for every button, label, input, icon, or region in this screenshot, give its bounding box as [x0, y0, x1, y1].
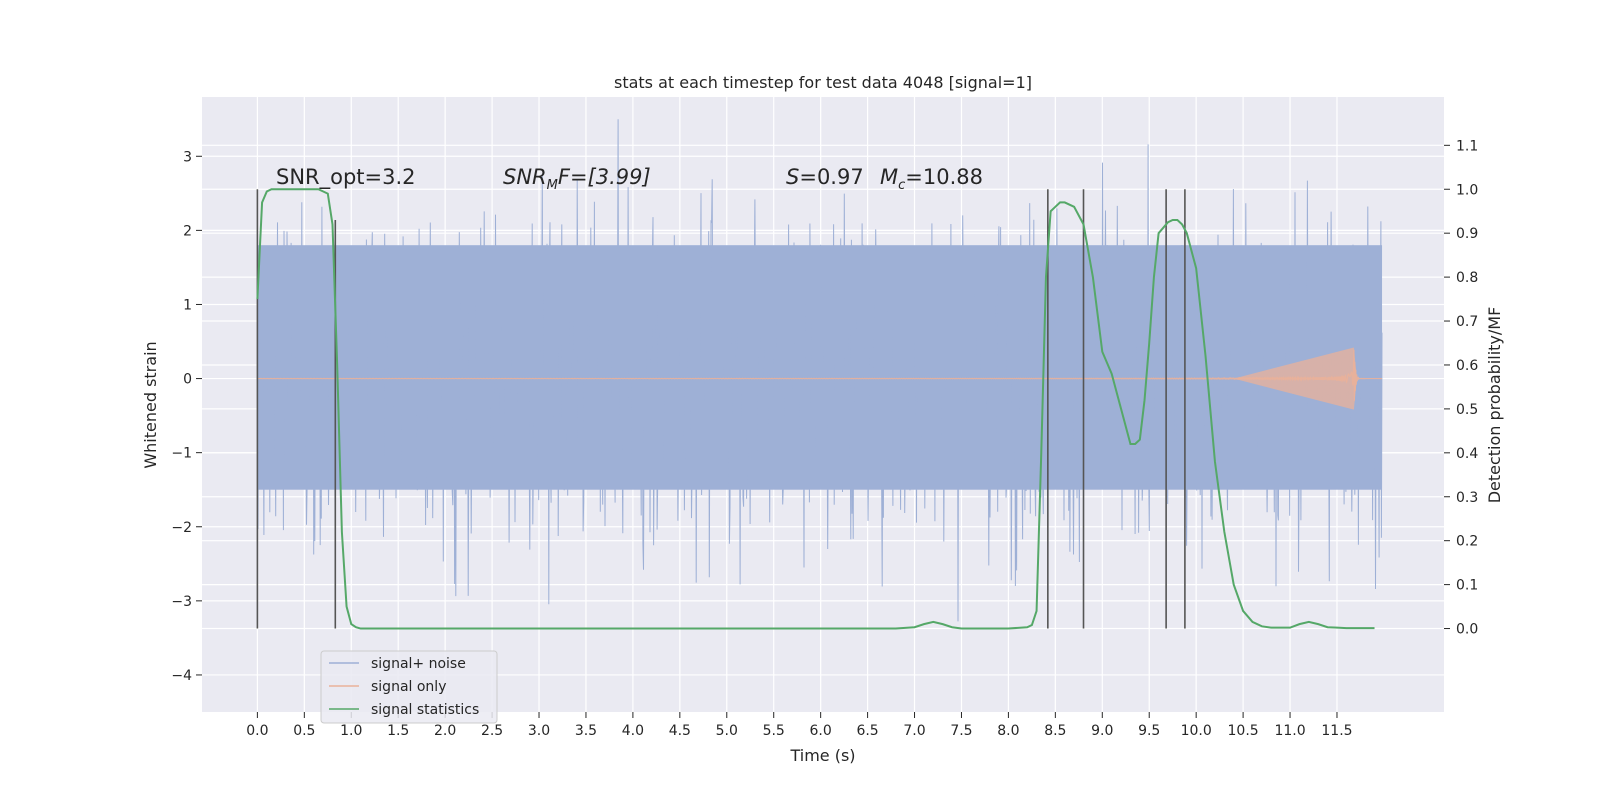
- y-axis-label: Whitened strain: [141, 341, 160, 468]
- x-tick-label: 11.5: [1321, 723, 1352, 739]
- y2-tick-label: 0.8: [1456, 270, 1478, 286]
- noise-trace: [256, 119, 1383, 622]
- x-tick-label: 11.0: [1274, 723, 1305, 739]
- y-tick-label: −4: [171, 668, 192, 684]
- y2-tick-label: 1.0: [1456, 182, 1478, 198]
- legend-label-signal-only: signal only: [371, 679, 446, 695]
- y-tick-label: 0: [183, 372, 192, 388]
- x-tick-label: 8.5: [1044, 723, 1066, 739]
- chart-title: stats at each timestep for test data 404…: [614, 73, 1032, 92]
- y-tick-label: 3: [183, 149, 192, 165]
- y2-tick-label: 0.5: [1456, 402, 1478, 418]
- y-tick-label: 1: [183, 297, 192, 313]
- y-tick-labels: 3 2 1 0 −1 −2 −3 −4: [171, 149, 202, 684]
- signal-only-trace: [257, 349, 1383, 401]
- x-tick-label: 5.5: [763, 723, 785, 739]
- legend-box: [320, 650, 498, 724]
- x-tick-label: 2.5: [481, 723, 503, 739]
- signal-only-envelope: [1233, 347, 1357, 410]
- y2-tick-label: 0.3: [1456, 490, 1478, 506]
- y-tick-label: −3: [171, 594, 192, 610]
- x-tick-label: 9.5: [1138, 723, 1160, 739]
- annotation-mc: Mc=10.88: [880, 165, 983, 193]
- y2-tick-label: 0.2: [1456, 534, 1478, 550]
- x-tick-label: 10.0: [1181, 723, 1212, 739]
- x-tick-label: 9.0: [1091, 723, 1113, 739]
- x-tick-label: 10.5: [1228, 723, 1259, 739]
- y2-tick-labels: 1.1 1.0 0.9 0.8 0.7 0.6 0.5 0.4 0.3 0.2 0.1 0.0: [1444, 138, 1478, 638]
- x-axis-label: Time (s): [789, 746, 855, 765]
- x-tick-label: 6.0: [810, 723, 832, 739]
- x-tick-label: 1.5: [387, 723, 409, 739]
- x-tick-label: 0.0: [246, 723, 268, 739]
- signal-statistics-line: [256, 188, 1375, 630]
- x-tick-label: 2.0: [434, 723, 456, 739]
- y2-tick-label: 0.9: [1456, 226, 1478, 242]
- y2-axis-label: Detection probability/MF: [1485, 307, 1504, 504]
- y2-tick-label: 0.1: [1456, 578, 1478, 594]
- y-tick-label: −2: [171, 520, 192, 536]
- signal-only-series: [257, 347, 1383, 410]
- legend-label-signal-noise: signal+ noise: [371, 656, 466, 672]
- x-tick-labels: 0.0 0.5 1.0 1.5 2.0 2.5 3.0 3.5 4.0 4.5 5.0 5.5 6.0 6…: [246, 712, 1353, 739]
- legend: signal+ noise signal only signal statist…: [320, 650, 498, 724]
- x-tick-label: 6.5: [856, 723, 878, 739]
- y2-tick-label: 0.4: [1456, 446, 1478, 462]
- y2-tick-label: 0.0: [1456, 622, 1478, 638]
- signal-statistics-series: [256, 188, 1375, 630]
- x-tick-label: 0.5: [293, 723, 315, 739]
- x-tick-label: 8.0: [997, 723, 1019, 739]
- y-tick-label: −1: [171, 446, 192, 462]
- legend-label-signal-statistics: signal statistics: [371, 702, 479, 718]
- y-tick-label: 2: [183, 223, 192, 239]
- x-tick-label: 3.5: [575, 723, 597, 739]
- annotation-snr-mf: SNRMF=[3.99]: [503, 165, 651, 193]
- x-tick-label: 7.5: [950, 723, 972, 739]
- annotation-snr-opt: SNR_opt=3.2: [276, 165, 416, 190]
- y2-tick-label: 1.1: [1456, 138, 1478, 154]
- x-tick-label: 3.0: [528, 723, 550, 739]
- x-tick-label: 4.0: [622, 723, 644, 739]
- x-tick-label: 1.0: [340, 723, 362, 739]
- x-tick-label: 5.0: [716, 723, 738, 739]
- x-tick-label: 7.0: [903, 723, 925, 739]
- annotation-s-stat: S=0.97: [786, 165, 864, 189]
- y2-tick-label: 0.7: [1456, 314, 1478, 330]
- noise-series: [256, 119, 1383, 622]
- y2-tick-label: 0.6: [1456, 358, 1478, 374]
- x-tick-label: 4.5: [669, 723, 691, 739]
